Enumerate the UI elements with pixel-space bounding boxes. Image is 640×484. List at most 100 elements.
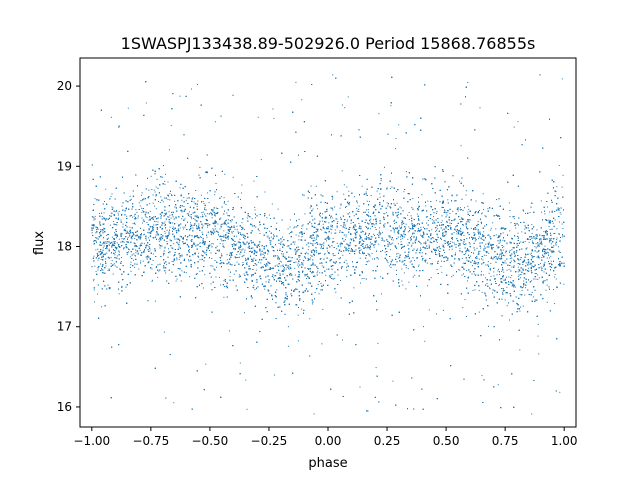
chart-title: 1SWASPJ133438.89-502926.0 Period 15868.7… bbox=[121, 34, 536, 53]
data-point bbox=[453, 242, 455, 244]
data-point bbox=[519, 310, 521, 312]
data-point bbox=[138, 202, 140, 204]
data-point bbox=[118, 238, 120, 240]
data-point bbox=[217, 223, 219, 225]
data-point bbox=[448, 210, 450, 212]
data-point bbox=[490, 227, 492, 229]
data-point bbox=[173, 243, 175, 245]
data-point bbox=[408, 226, 410, 228]
data-point bbox=[504, 299, 506, 301]
data-point bbox=[112, 264, 114, 266]
data-point bbox=[243, 254, 245, 256]
data-point bbox=[441, 239, 443, 241]
data-point bbox=[150, 175, 152, 177]
data-point bbox=[104, 201, 105, 202]
data-point bbox=[482, 234, 483, 236]
data-point bbox=[206, 223, 208, 225]
data-point bbox=[178, 246, 180, 248]
data-point bbox=[501, 278, 503, 280]
data-point bbox=[462, 224, 464, 226]
data-point bbox=[446, 241, 448, 243]
data-point bbox=[496, 274, 498, 276]
data-point bbox=[492, 222, 494, 224]
data-point bbox=[219, 242, 221, 244]
data-point bbox=[498, 256, 500, 258]
data-point bbox=[222, 243, 224, 245]
data-point bbox=[384, 213, 386, 215]
data-point bbox=[297, 262, 299, 264]
data-point bbox=[92, 224, 94, 225]
data-point bbox=[239, 238, 241, 240]
data-point bbox=[353, 196, 355, 198]
data-point bbox=[312, 249, 314, 251]
data-point bbox=[192, 197, 194, 199]
data-point bbox=[95, 232, 97, 234]
data-point bbox=[503, 290, 505, 291]
data-point bbox=[496, 245, 498, 247]
data-point bbox=[180, 262, 182, 264]
data-point bbox=[321, 285, 323, 287]
data-point bbox=[239, 249, 241, 251]
data-point bbox=[359, 386, 361, 388]
data-point bbox=[403, 191, 405, 193]
data-point bbox=[129, 231, 131, 233]
data-point bbox=[312, 303, 313, 305]
data-point bbox=[536, 251, 538, 253]
data-point bbox=[197, 200, 199, 202]
data-point bbox=[528, 239, 530, 240]
data-point bbox=[502, 249, 504, 251]
data-point bbox=[115, 211, 117, 213]
data-point bbox=[341, 170, 343, 172]
data-point bbox=[413, 232, 415, 234]
data-point bbox=[116, 257, 118, 259]
data-point bbox=[483, 274, 485, 276]
data-point bbox=[426, 222, 428, 224]
data-point bbox=[293, 227, 295, 229]
data-point bbox=[464, 299, 466, 301]
data-point bbox=[378, 212, 380, 213]
data-point bbox=[408, 219, 410, 220]
data-point bbox=[246, 261, 248, 263]
data-point bbox=[462, 242, 464, 244]
data-point bbox=[493, 275, 495, 277]
data-point bbox=[561, 186, 563, 188]
data-point bbox=[385, 212, 387, 214]
data-point bbox=[294, 250, 296, 252]
data-point bbox=[510, 260, 512, 262]
data-point bbox=[381, 232, 383, 234]
data-point bbox=[483, 245, 485, 247]
data-point bbox=[264, 191, 266, 193]
data-point bbox=[474, 289, 476, 291]
data-point bbox=[340, 243, 342, 245]
data-point bbox=[173, 255, 175, 257]
data-point bbox=[456, 233, 458, 235]
data-point bbox=[535, 238, 537, 240]
data-point bbox=[355, 225, 357, 227]
data-point bbox=[417, 230, 419, 232]
data-point bbox=[174, 200, 176, 202]
data-point bbox=[405, 288, 407, 290]
data-point bbox=[444, 230, 446, 232]
data-point bbox=[521, 289, 523, 291]
data-point bbox=[129, 231, 131, 233]
data-point bbox=[218, 276, 220, 278]
data-point bbox=[129, 195, 131, 197]
data-point bbox=[505, 252, 507, 254]
data-point bbox=[343, 193, 345, 195]
data-point bbox=[148, 219, 150, 221]
data-point bbox=[289, 219, 291, 221]
data-point bbox=[93, 217, 95, 219]
data-point bbox=[297, 340, 299, 342]
data-point bbox=[123, 248, 124, 250]
data-point bbox=[443, 245, 445, 247]
data-point bbox=[191, 218, 193, 220]
data-point bbox=[379, 227, 381, 229]
data-point bbox=[323, 245, 325, 247]
data-point bbox=[164, 183, 166, 185]
data-point bbox=[514, 254, 516, 256]
data-point bbox=[161, 214, 162, 216]
data-point bbox=[518, 274, 520, 276]
data-point bbox=[187, 213, 189, 215]
data-point bbox=[510, 258, 512, 259]
data-point bbox=[168, 211, 170, 213]
